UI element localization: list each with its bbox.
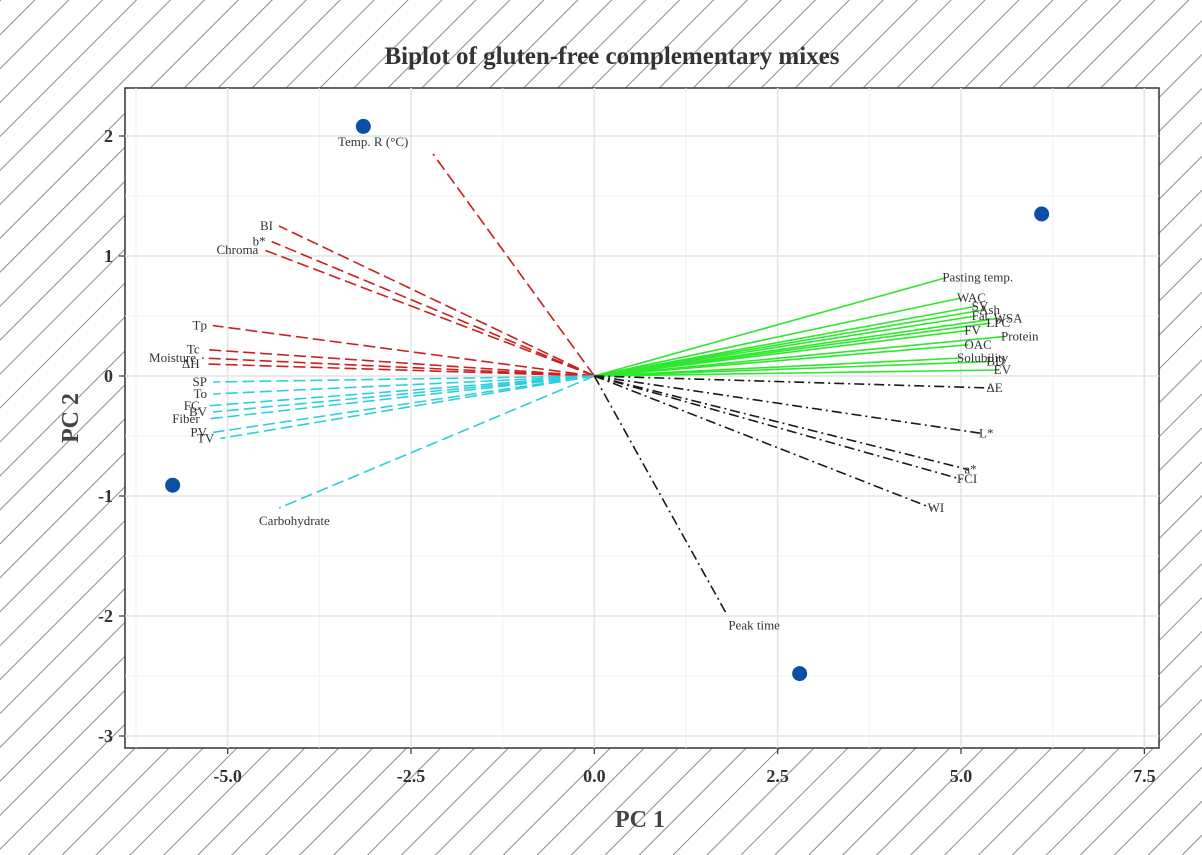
y-tick-label: -1 — [98, 486, 113, 506]
loading-label-e: ΔE — [986, 380, 1002, 395]
chart-title: Biplot of gluten-free complementary mixe… — [385, 43, 840, 70]
y-tick-label: -2 — [98, 606, 113, 626]
loading-label-tp: Tp — [193, 318, 207, 333]
loading-vector-to — [212, 375, 595, 395]
y-tick-label: -3 — [98, 726, 113, 746]
loading-vector-ev — [594, 369, 998, 377]
loading-label-h: ΔH — [182, 356, 200, 371]
loading-label-wi: WI — [928, 500, 945, 515]
loading-vector-bd — [594, 360, 991, 377]
score-point-2 — [355, 118, 371, 134]
loading-label-lpc: LPC — [986, 315, 1010, 330]
loading-label-protein: Protein — [1001, 328, 1039, 343]
loading-label-temp-r-c: Temp. R (°C) — [338, 134, 408, 149]
loading-label-pv: PV — [190, 424, 207, 439]
grid-lines — [125, 88, 1159, 748]
score-points — [165, 118, 1050, 682]
loading-vector-fv — [594, 329, 969, 377]
loading-vector-b — [271, 240, 595, 377]
loading-vector-pv — [212, 375, 595, 434]
loading-vector-tv — [220, 375, 595, 440]
loading-vector-e — [594, 375, 991, 389]
loading-label-sv: SV — [972, 298, 989, 313]
loading-label-tv: TV — [197, 430, 215, 445]
loading-label-peak-time: Peak time — [728, 618, 780, 633]
loading-label-fc: FC — [184, 398, 200, 413]
loading-label-b: b* — [253, 234, 266, 249]
loading-vector-carbohydrate — [278, 375, 595, 509]
loading-vector-sp — [212, 375, 595, 383]
loading-vector-fci — [594, 375, 962, 480]
loading-label-fat: Fat — [972, 308, 989, 323]
loading-vector-bi — [278, 225, 595, 377]
loading-vector-peak-time — [593, 375, 728, 614]
loading-label-bv: BV — [189, 404, 208, 419]
loading-label-bd: BD — [986, 354, 1004, 369]
loading-label-ev: EV — [994, 362, 1012, 377]
x-tick-label: 2.5 — [766, 766, 789, 786]
loading-vector-fc — [205, 375, 595, 407]
x-axis-title: PC 1 — [615, 807, 665, 833]
loading-vector-fiber — [205, 375, 595, 420]
loading-label-ash: Ash — [979, 302, 1000, 317]
loading-vector-pasting-temp — [594, 276, 947, 377]
loading-vector-h — [205, 363, 595, 377]
x-tick-label: -5.0 — [213, 766, 242, 786]
loading-vector-bv — [212, 375, 595, 413]
score-point-3 — [1034, 206, 1050, 222]
loading-label-fiber: Fiber — [172, 411, 200, 426]
loading-label-l: L* — [979, 426, 993, 441]
score-point-4 — [792, 666, 808, 682]
y-axis-title: PC 2 — [58, 393, 84, 443]
x-tick-label: 7.5 — [1133, 766, 1156, 786]
loading-vector-temp-r-c — [432, 153, 595, 377]
loading-label-fv: FV — [964, 322, 981, 337]
loading-label-solubility: Solubility — [957, 350, 1009, 365]
y-tick-label: 1 — [104, 246, 113, 266]
x-tick-label: -2.5 — [397, 766, 426, 786]
loading-label-wsa: WSA — [994, 310, 1024, 325]
loading-label-sp: SP — [193, 374, 207, 389]
loading-vector-tp — [212, 324, 595, 377]
loading-label-wac: WAC — [957, 290, 986, 305]
loading-vector-wac — [594, 297, 962, 377]
y-tick-label: 0 — [104, 366, 113, 386]
x-tick-label: 0.0 — [583, 766, 606, 786]
loading-vector-fat — [594, 315, 976, 377]
loading-vector-wi — [594, 375, 932, 509]
loading-vector-oac — [594, 344, 969, 377]
loading-label-fci: FCI — [957, 471, 977, 486]
plot-panel — [124, 87, 1160, 749]
loading-label-carbohydrate: Carbohydrate — [259, 513, 330, 528]
loading-vector-a — [594, 375, 969, 471]
loading-vector-tc — [205, 348, 595, 377]
loading-vector-l — [594, 375, 984, 435]
loading-vector-moisture — [201, 357, 595, 377]
y-tick-label: 2 — [104, 126, 113, 146]
loading-label-oac: OAC — [964, 337, 991, 352]
loading-label-moisture: Moisture — [149, 350, 196, 365]
loading-label-tc: Tc — [187, 342, 200, 357]
axis-ticks: -5.0 -2.5 0.0 2.5 5.0 7.5 -3 -2 -1 0 1 2 — [98, 126, 1156, 786]
loading-vector-chroma — [264, 249, 595, 377]
loading-label-a: a* — [964, 462, 976, 477]
score-point-1 — [165, 477, 181, 493]
loading-label-bi: BI — [260, 218, 273, 233]
loading-vectors — [201, 153, 1006, 614]
loading-label-pasting-temp: Pasting temp. — [942, 270, 1013, 285]
loading-label-chroma: Chroma — [216, 242, 258, 257]
loading-vector-protein — [594, 335, 1006, 377]
x-tick-label: 5.0 — [950, 766, 973, 786]
loading-label-to: To — [193, 386, 207, 401]
